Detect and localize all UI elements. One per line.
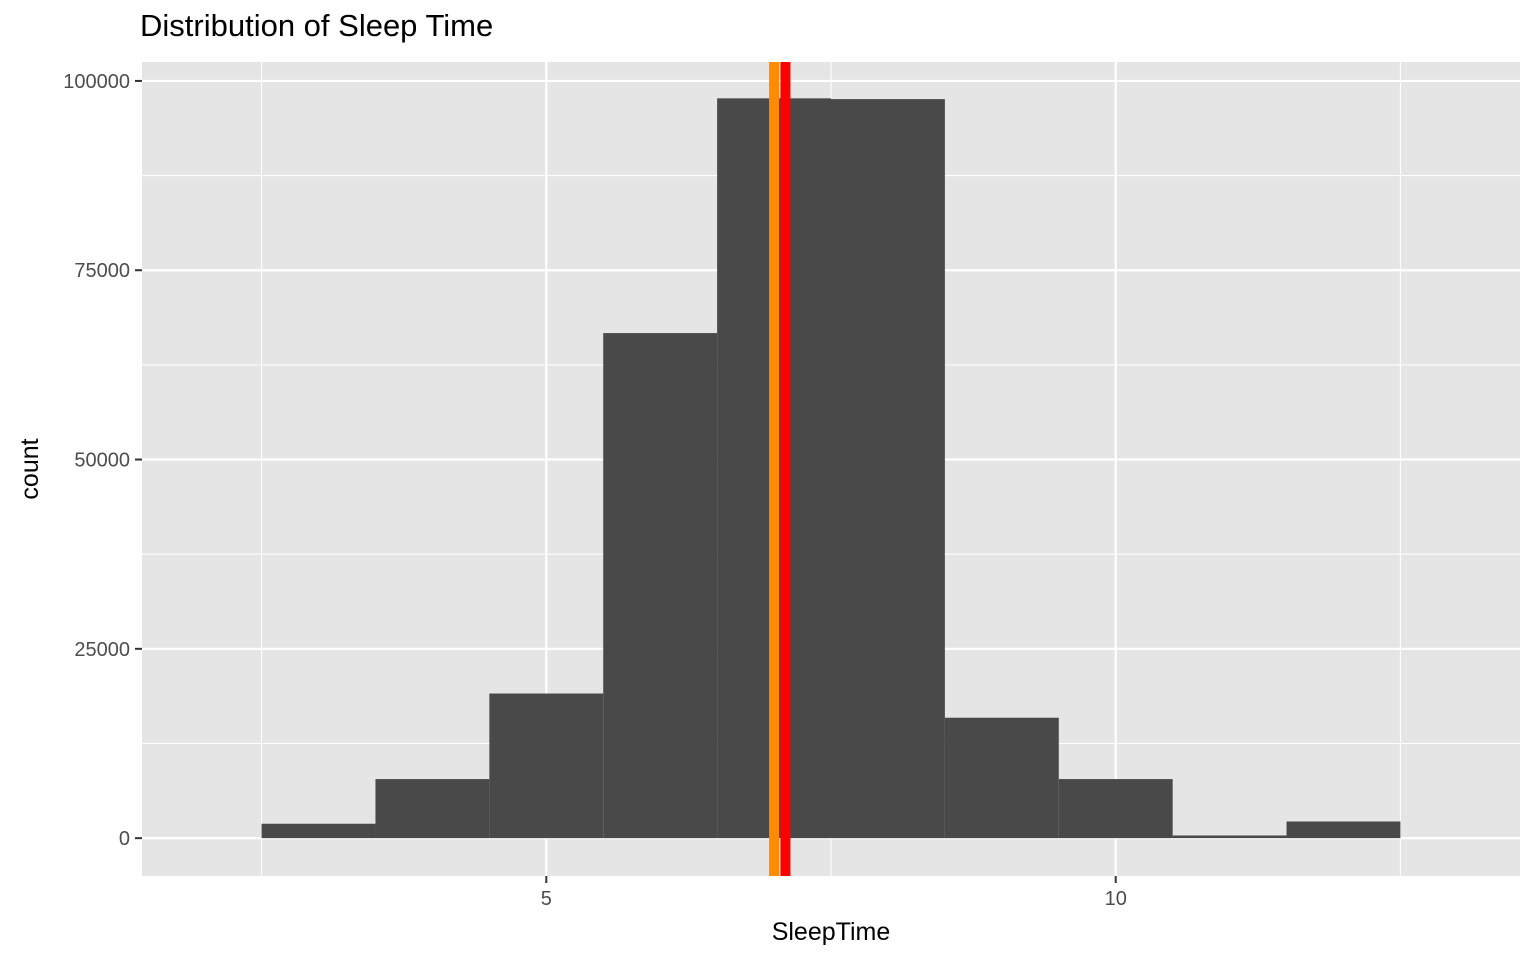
y-tick-label: 50000 [74,450,130,472]
y-tick-label: 0 [119,828,130,850]
y-tick-label: 100000 [63,71,130,93]
y-tick-label: 25000 [74,639,130,661]
chart-title: Distribution of Sleep Time [140,8,494,43]
x-axis-label: SleepTime [772,918,891,946]
histogram-bar [1172,835,1287,839]
y-axis-label: count [16,438,44,499]
histogram-bar [831,99,945,839]
histogram-bar [375,779,490,839]
histogram-bar [1286,821,1401,839]
y-axis: 0 25000 50000 75000 100000 [63,71,142,850]
x-tick-label: 10 [1105,888,1127,910]
x-axis: 5 10 [541,876,1127,910]
histogram-bar [944,717,1059,839]
x-tick-label: 5 [541,888,552,910]
reference-lines [769,62,791,876]
histogram-bar [261,823,376,839]
histogram-bar [489,693,604,839]
y-tick-label: 75000 [74,260,130,282]
histogram-bar [1058,779,1173,839]
histogram-bar [603,333,718,839]
